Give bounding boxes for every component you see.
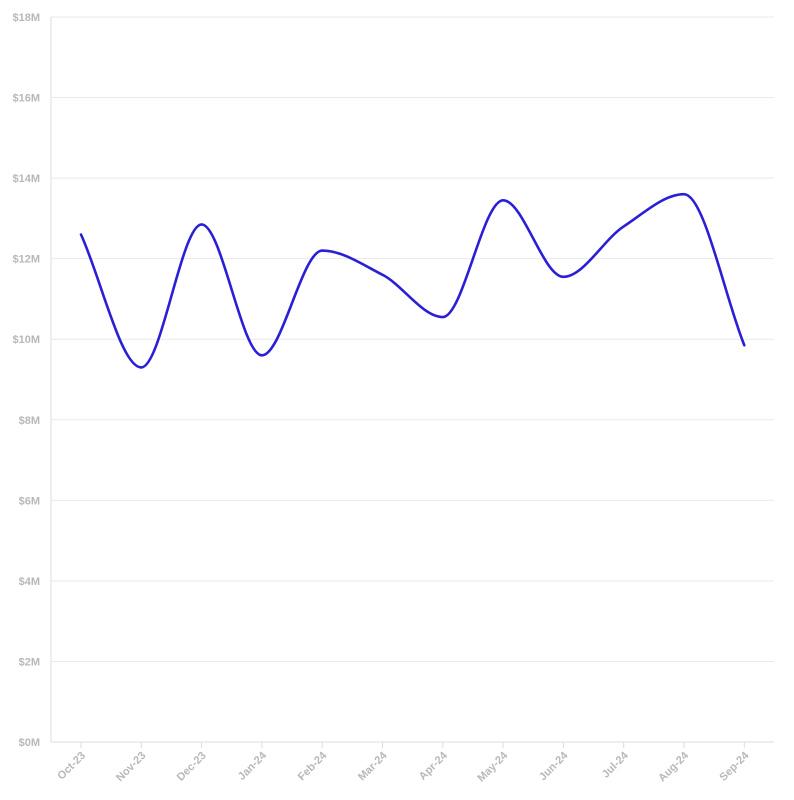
y-tick-label: $10M [12,334,40,346]
y-tick-label: $0M [19,737,40,749]
x-tick-label: Oct-23 [55,750,88,783]
y-tick-label: $18M [12,12,40,24]
y-tick-label: $14M [12,173,40,185]
y-tick-label: $12M [12,254,40,266]
x-tick-label: Mar-24 [356,749,390,783]
y-tick-label: $16M [12,93,40,105]
x-tick-label: Apr-24 [417,749,451,783]
y-tick-label: $2M [19,656,40,668]
grid-layer [51,16,774,662]
x-tick-label: Feb-24 [296,749,330,783]
y-tick-label: $4M [19,576,40,588]
x-tick-label: Dec-23 [175,750,209,784]
x-tick-label: May-24 [475,749,510,784]
y-tick-labels: $0M $2M $4M $6M $8M $10M $12M $14M $16M $18M [12,12,40,749]
x-tick-label: Aug-24 [656,749,691,784]
y-tick-label: $6M [19,495,40,507]
y-tick-label: $8M [19,415,40,427]
x-tick-label: Jul-24 [600,749,632,781]
axis-layer [50,17,774,748]
series-layer [79,192,746,369]
x-tick-labels: Oct-23 Nov-23 Dec-23 Jan-24 Feb-24 Mar-24 Apr-… [55,749,752,784]
x-tick-label: Jan-24 [236,749,270,783]
x-tick-label: Jun-24 [537,749,571,783]
series-line-0 [79,192,746,369]
x-tick-label: Nov-23 [114,750,148,784]
x-tick-label: Sep-24 [717,749,752,784]
